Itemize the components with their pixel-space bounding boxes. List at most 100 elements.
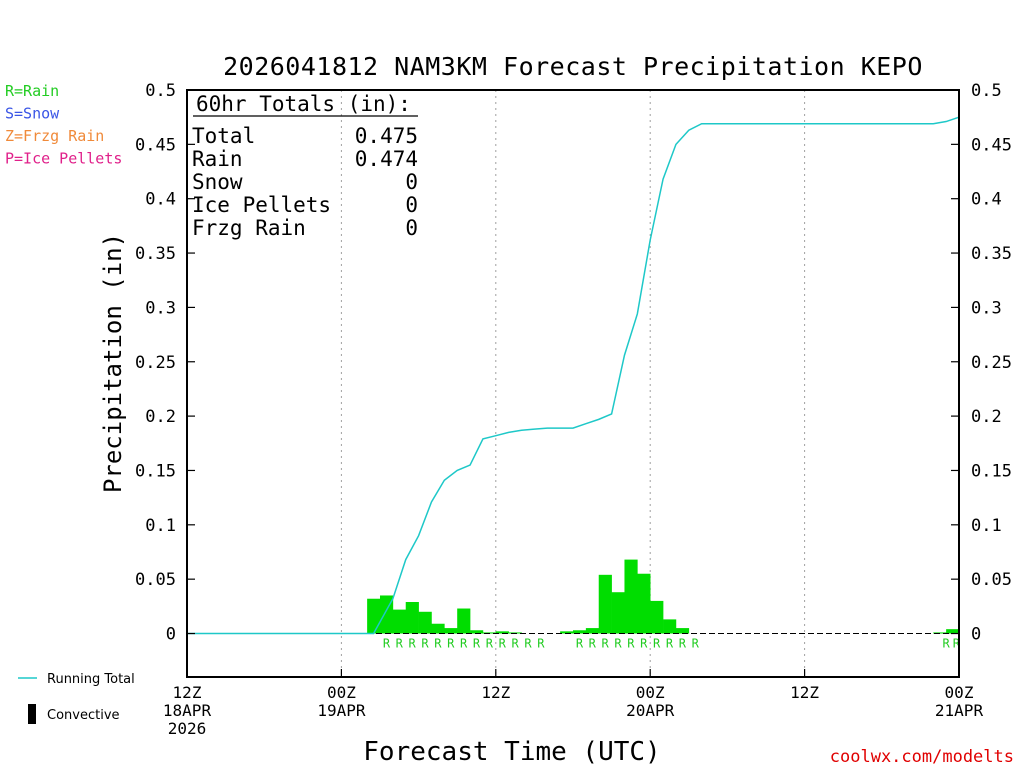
x-tick-label: 21APR	[935, 701, 984, 720]
y-tick-label-left: 0	[166, 625, 176, 645]
precip-bar	[675, 628, 690, 634]
y-tick-label-right: 0.5	[971, 81, 1002, 101]
plot-frame	[186, 89, 960, 678]
y-tick-label-left: 0.45	[135, 135, 176, 155]
series-legend: Running Total Convective	[18, 672, 135, 724]
x-tick-label: 00Z	[945, 683, 974, 702]
rain-marker: R	[614, 637, 622, 651]
type-legend-entry: P=Ice Pellets	[5, 150, 122, 168]
x-tick-label: 00Z	[636, 683, 665, 702]
totals-label: Rain	[192, 147, 243, 171]
y-tick-label-right: 0	[971, 625, 981, 645]
precip-bars	[367, 559, 960, 634]
precip-bar	[624, 559, 638, 634]
rain-marker: R	[576, 637, 584, 651]
y-tick-label-right: 0.05	[971, 570, 1012, 590]
y-tick-label-right: 0.1	[971, 516, 1002, 536]
rain-marker: R	[679, 637, 687, 651]
rain-marker: R	[460, 637, 468, 651]
y-axis-ticks: 0.5 0.5 0.45 0.45 0.4 0.4 0.35 0.35 0.3 0.3 0.25 0.…	[135, 81, 1012, 645]
precip-bar	[933, 632, 947, 634]
precip-bar	[457, 608, 471, 634]
legend-label: Convective	[47, 708, 120, 723]
totals-heading: 60hr Totals (in):	[196, 92, 411, 116]
rain-marker: R	[653, 637, 661, 651]
x-tick-label: 12Z	[481, 683, 510, 702]
totals-rows: Total 0.475 Rain 0.474 Snow 0 Ice Pellets 0 Frzg…	[192, 124, 418, 240]
y-axis-label: Precipitation (in)	[99, 233, 127, 493]
type-legend-entry: R=Rain	[5, 82, 59, 100]
precip-bar	[650, 600, 664, 634]
rain-marker: R	[396, 637, 404, 651]
precip-bar	[560, 631, 574, 634]
y-tick-label-right: 0.2	[971, 407, 1002, 427]
totals-label: Total	[192, 124, 255, 148]
y-tick-label-left: 0.1	[145, 516, 176, 536]
precip-bar	[470, 630, 484, 634]
y-tick-label-left: 0.25	[135, 353, 176, 373]
rain-marker: R	[511, 637, 519, 651]
rain-marker: R	[499, 637, 507, 651]
rain-marker: R	[434, 637, 442, 651]
y-tick-label-left: 0.35	[135, 244, 176, 264]
x-tick-label: 2026	[168, 719, 207, 738]
rain-marker: R	[666, 637, 674, 651]
x-tick-label: 12Z	[173, 683, 202, 702]
totals-value: 0.474	[355, 147, 418, 171]
y-tick-label-right: 0.4	[971, 190, 1002, 210]
precip-bar	[482, 632, 497, 634]
y-tick-label-left: 0.2	[145, 407, 176, 427]
precip-bar	[573, 630, 587, 634]
precip-bar	[367, 598, 381, 634]
totals-label: Snow	[192, 170, 243, 194]
precip-bar	[946, 629, 960, 634]
x-tick-label: 00Z	[327, 683, 356, 702]
y-tick-label-right: 0.25	[971, 353, 1012, 373]
precip-bar	[637, 573, 651, 634]
precip-bar	[392, 609, 407, 634]
y-tick-label-right: 0.35	[971, 244, 1012, 264]
precip-bar	[405, 601, 419, 634]
rain-marker: R	[383, 637, 391, 651]
rain-marker: R	[602, 637, 610, 651]
y-tick-label-right: 0.45	[971, 135, 1012, 155]
totals-label: Ice Pellets	[192, 193, 331, 217]
rain-marker: R	[943, 637, 951, 651]
rain-marker: R	[692, 637, 700, 651]
totals-value: 0	[405, 193, 418, 217]
precip-bar	[418, 611, 432, 634]
totals-value: 0	[405, 216, 418, 240]
rain-marker: R	[421, 637, 429, 651]
chart-title: 2026041812 NAM3KM Forecast Precipitation…	[223, 52, 923, 81]
rain-marker: R	[589, 637, 597, 651]
y-tick-label-right: 0.15	[971, 461, 1012, 481]
y-tick-label-left: 0.15	[135, 461, 176, 481]
precip-bar	[598, 574, 612, 634]
rain-marker: R	[953, 637, 961, 651]
rain-marker: R	[537, 637, 545, 651]
y-tick-label-left: 0.4	[145, 190, 176, 210]
y-tick-label-left: 0.3	[145, 298, 176, 318]
type-legend-entry: S=Snow	[5, 105, 60, 123]
precip-bar	[431, 623, 445, 634]
x-tick-label: 12Z	[790, 683, 819, 702]
rain-marker: R	[627, 637, 635, 651]
running-total-line	[187, 116, 960, 635]
precip-bar	[611, 592, 625, 634]
precip-bar	[495, 631, 509, 634]
precip-bar	[508, 632, 522, 634]
legend-label: Running Total	[47, 672, 135, 687]
totals-box: 60hr Totals (in): Total 0.475 Rain 0.474 Sno…	[192, 92, 418, 240]
grid-lines	[340, 90, 806, 677]
rain-marker: R	[524, 637, 532, 651]
precip-bar	[444, 628, 458, 634]
totals-value: 0.475	[355, 124, 418, 148]
x-tick-label: 18APR	[163, 701, 212, 720]
x-tick-label: 19APR	[317, 701, 366, 720]
rain-marker: R	[486, 637, 494, 651]
x-tick-label: 20APR	[626, 701, 675, 720]
precip-bar	[663, 619, 677, 634]
